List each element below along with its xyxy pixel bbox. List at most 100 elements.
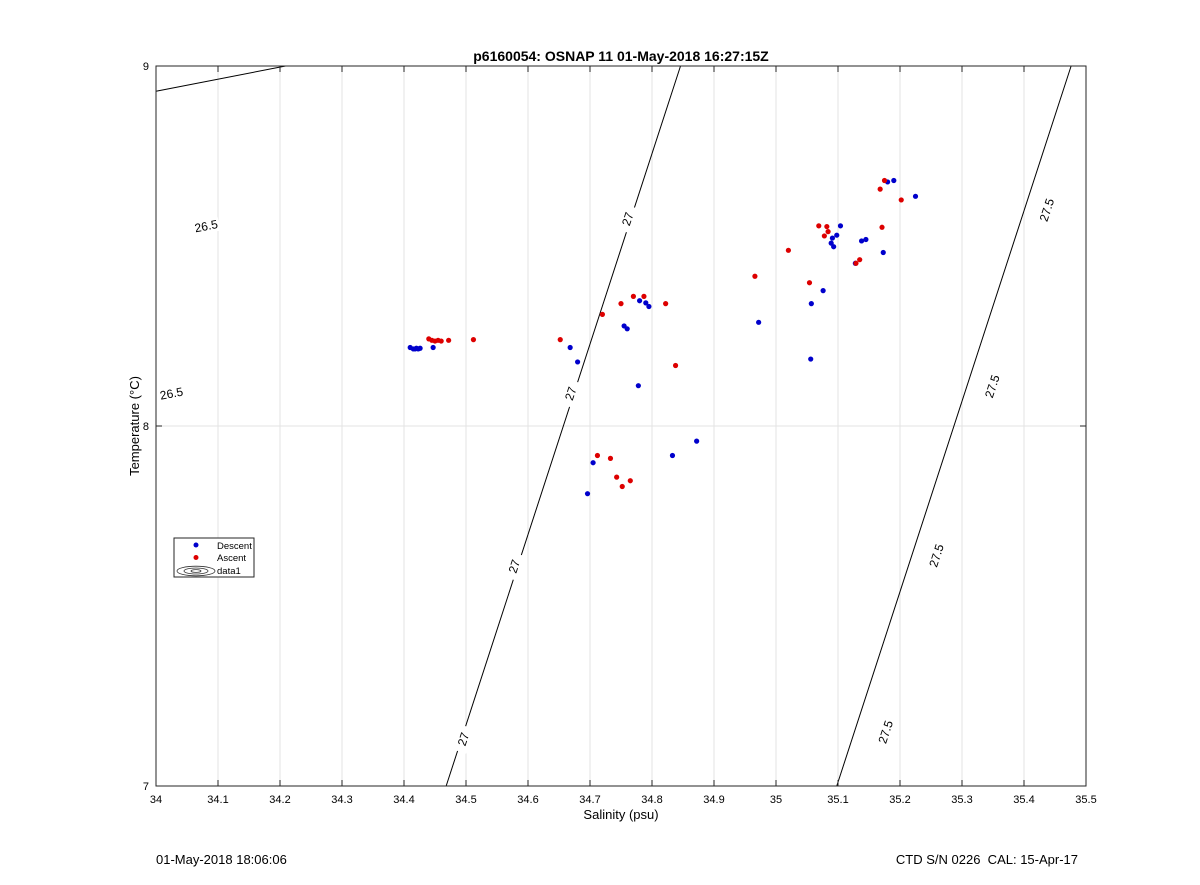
contour-label: 27.5 — [982, 373, 1003, 400]
contour-label: 26.5 — [193, 217, 219, 235]
point-descent — [858, 238, 865, 244]
x-tick-label: 34.5 — [455, 794, 476, 806]
legend-marker-ascent — [193, 555, 199, 560]
point-descent — [637, 298, 643, 304]
contour-label: 26.5 — [159, 384, 185, 402]
x-tick-label: 35.5 — [1075, 794, 1096, 806]
point-descent — [912, 193, 919, 199]
contour-label-gap — [875, 717, 897, 747]
point-ascent — [599, 311, 606, 317]
contour-label: 27 — [455, 730, 473, 747]
x-tick-label: 35 — [770, 794, 782, 806]
isopycnal-line — [445, 65, 681, 787]
point-descent — [643, 300, 649, 306]
isopycnal-line — [836, 65, 1072, 787]
point-descent — [863, 236, 869, 243]
x-tick-label: 34 — [150, 794, 162, 806]
point-ascent — [879, 224, 885, 230]
x-tick-label: 35.2 — [889, 794, 910, 806]
point-ascent — [752, 273, 758, 279]
isopycnal-contours: 26.5 26.5 27 27 27 27 27.5 27.5 27.5 27.5 — [155, 65, 1072, 787]
point-descent — [584, 491, 591, 497]
legend: Descent Ascent data1 — [173, 537, 255, 578]
legend-label-data1: data1 — [217, 566, 241, 577]
point-ascent — [857, 257, 863, 263]
legend-label-descent: Descent — [217, 541, 252, 552]
point-descent — [575, 359, 581, 365]
x-tick-label: 34.7 — [579, 794, 600, 806]
point-descent — [590, 460, 596, 466]
x-tick-label: 34.8 — [641, 794, 662, 806]
contour-label: 27.5 — [875, 718, 896, 745]
contour-label: 27.5 — [1037, 196, 1058, 223]
point-descent — [417, 345, 423, 351]
x-tick-label: 34.1 — [207, 794, 228, 806]
point-ascent — [607, 455, 614, 461]
x-axis-label: Salinity (psu) — [583, 807, 658, 822]
y-axis-label: Temperature (°C) — [127, 376, 142, 476]
x-tick-label: 35.3 — [951, 794, 972, 806]
point-descent — [635, 383, 641, 389]
contour-label-gap — [560, 379, 582, 409]
point-descent — [567, 344, 573, 351]
footer-timestamp: 01-May-2018 18:06:06 — [156, 852, 287, 867]
point-descent — [694, 438, 700, 444]
point-ascent — [853, 260, 859, 266]
point-ascent — [618, 301, 624, 307]
contour-label: 27 — [506, 558, 524, 575]
point-ascent — [785, 247, 792, 253]
data-points — [407, 177, 919, 497]
x-tick-label: 35.1 — [827, 794, 848, 806]
x-tick-label: 34.6 — [517, 794, 538, 806]
legend-marker-descent — [193, 542, 199, 548]
contour-label-gap — [617, 204, 639, 234]
point-descent — [820, 288, 826, 294]
y-tick-label: 8 — [143, 421, 149, 433]
point-ascent — [806, 280, 813, 286]
x-axis-ticks: 34 34.1 34.2 34.3 34.4 34.5 34.6 34.7 34.8 34.9 35… — [150, 66, 1097, 806]
point-descent — [891, 177, 897, 184]
point-ascent — [877, 186, 883, 192]
point-descent — [669, 452, 676, 459]
point-descent — [837, 223, 844, 229]
x-tick-label: 34.2 — [269, 794, 290, 806]
contour-label: 27 — [619, 210, 637, 227]
point-ascent — [627, 478, 633, 484]
x-tick-label: 34.9 — [703, 794, 724, 806]
isopycnal-line — [155, 65, 286, 92]
contour-label-gap — [925, 541, 948, 571]
point-ascent — [470, 337, 477, 343]
x-tick-label: 34.3 — [331, 794, 352, 806]
point-ascent — [619, 483, 625, 490]
point-ascent — [438, 338, 444, 344]
y-tick-label: 9 — [143, 61, 149, 73]
point-descent — [829, 235, 836, 241]
x-tick-label: 35.4 — [1013, 794, 1034, 806]
y-axis-ticks: 7 8 9 — [143, 61, 1086, 793]
point-descent — [808, 301, 814, 307]
footer-calibration-info: CTD S/N 0226 CAL: 15-Apr-17 — [895, 852, 1078, 867]
point-ascent — [821, 233, 827, 239]
point-descent — [831, 244, 837, 250]
contour-label-gap — [1036, 195, 1058, 225]
contour-label-gap — [157, 384, 186, 403]
contour-legend-icon — [176, 565, 216, 577]
contour-label-gap — [503, 551, 526, 581]
point-ascent — [663, 301, 669, 307]
point-ascent — [816, 223, 822, 229]
x-tick-label: 34.4 — [393, 794, 414, 806]
point-descent — [646, 303, 652, 310]
contour-label-gap — [981, 371, 1004, 401]
point-ascent — [824, 223, 830, 230]
point-descent — [880, 249, 886, 256]
point-descent — [756, 319, 762, 325]
point-ascent — [898, 197, 904, 203]
point-ascent — [672, 362, 679, 369]
point-ascent — [594, 452, 601, 459]
point-descent — [430, 344, 436, 351]
grid-lines — [155, 65, 1087, 787]
point-ascent — [557, 337, 563, 343]
y-tick-label: 7 — [143, 781, 149, 793]
legend-label-ascent: Ascent — [217, 553, 246, 564]
